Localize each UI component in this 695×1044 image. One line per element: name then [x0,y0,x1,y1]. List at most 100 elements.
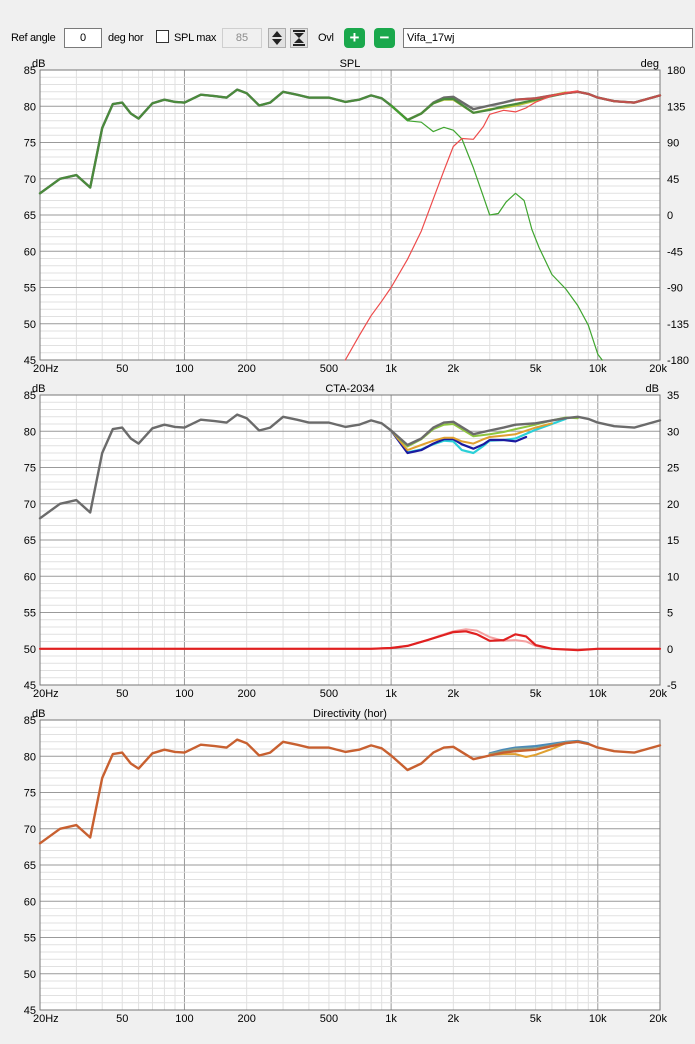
y2-tick-label: 45 [667,174,679,186]
x-tick-label: 100 [175,688,193,700]
driver-name-field[interactable]: Vifa_17wj [403,28,693,48]
x-tick-label: 20Hz [33,688,59,700]
spl-chart-svg: 20Hz 50 100 200 500 1k 2k 5k 10k 20k 45 50 55 60 65 70 7… [24,58,689,375]
y-tick-label: 50 [24,969,36,981]
x-tick-label: 50 [116,363,128,375]
x-tick-label: 10k [589,363,607,375]
x-tick-label: 100 [175,1013,193,1025]
y2-tick-label: 35 [667,390,679,402]
cta-2034-chart: 20Hz 50 100 200 500 1k 2k 5k 10k 20k 45 50 55 60 65 70 7… [0,381,695,705]
y-tick-label: 50 [24,644,36,656]
y-tick-label: 50 [24,319,36,331]
y2-tick-label: 30 [667,426,679,438]
spl-max-input[interactable]: 85 [222,28,262,48]
y-tick-label: 55 [24,283,36,295]
y-tick-label: 45 [24,680,36,692]
y-tick-label: 60 [24,571,36,583]
toolbar: Ref angle 0 deg hor SPL max 85 Ovl + − V… [0,0,695,52]
series-line-2 [38,88,662,195]
x-tick-label: 5k [530,363,542,375]
y2-tick-label: -90 [667,283,683,295]
collapse-arrows-icon [293,30,305,46]
y2-tick-label: -180 [667,355,689,367]
x-tick-label: 10k [589,1013,607,1025]
y-tick-label: 65 [24,535,36,547]
y-tick-label: 60 [24,246,36,258]
y2-tick-label: 0 [667,210,673,222]
x-tick-label: 100 [175,363,193,375]
y-tick-label: 75 [24,138,36,150]
x-tick-label: 5k [530,688,542,700]
directivity-chart-svg: 20Hz 50 100 200 500 1k 2k 5k 10k 20k 45 50 55 60 65 70 7… [24,708,668,1025]
remove-overlay-button[interactable]: − [374,28,395,48]
chart-title: SPL [340,58,361,70]
x-tick-label: 500 [320,688,338,700]
chart-title: CTA-2034 [325,383,374,395]
y-tick-label: 75 [24,463,36,475]
spl-max-spinner[interactable] [268,28,286,48]
y2-tick-label: 0 [667,644,673,656]
add-overlay-button[interactable]: + [344,28,365,48]
y-tick-label: 85 [24,390,36,402]
plot-border [39,719,661,1011]
x-tick-label: 1k [385,688,397,700]
x-tick-label: 2k [448,1013,460,1025]
up-down-arrows-icon [272,31,282,45]
y-axis-label: dB [32,708,45,720]
x-tick-label: 5k [530,1013,542,1025]
spl-chart: 20Hz 50 100 200 500 1k 2k 5k 10k 20k 45 50 55 60 65 70 7… [0,56,695,380]
y2-tick-label: 10 [667,571,679,583]
x-tick-label: 500 [320,1013,338,1025]
y-tick-label: 80 [24,426,36,438]
y-tick-label: 55 [24,608,36,620]
x-tick-label: 10k [589,688,607,700]
x-tick-label: 200 [237,688,255,700]
x-tick-label: 2k [448,688,460,700]
y-tick-label: 70 [24,174,36,186]
y-tick-label: 45 [24,1005,36,1017]
series-line-4 [38,413,662,520]
ref-angle-input[interactable]: 0 [64,28,102,48]
y2-tick-label: -5 [667,680,677,692]
y-tick-label: 85 [24,715,36,727]
x-tick-label: 50 [116,1013,128,1025]
series-line-4 [390,104,603,361]
directivity-chart: 20Hz 50 100 200 500 1k 2k 5k 10k 20k 45 50 55 60 65 70 7… [0,706,695,1030]
plot-border [39,69,661,361]
series-line-3 [514,90,662,104]
y-axis-label: dB [32,58,45,70]
y-tick-label: 80 [24,751,36,763]
y2-tick-label: 20 [667,499,679,511]
ref-angle-label: Ref angle [11,32,56,44]
minus-icon: − [379,28,390,47]
y-tick-label: 85 [24,65,36,77]
reset-range-button[interactable] [290,28,308,48]
x-tick-label: 20Hz [33,1013,59,1025]
y-tick-label: 70 [24,499,36,511]
series-line-6 [38,630,662,652]
spl-max-label: SPL max [174,32,217,44]
y2-tick-label: 135 [667,101,685,113]
series-line-1 [390,429,528,455]
y-axis-label: dB [32,383,45,395]
y-tick-label: 55 [24,933,36,945]
y2-tick-label: 90 [667,138,679,150]
x-tick-label: 20k [649,363,667,375]
spl-max-checkbox[interactable] [156,30,169,43]
y2-tick-label: 5 [667,608,673,620]
x-tick-label: 1k [385,363,397,375]
ovl-label: Ovl [318,32,334,44]
y-tick-label: 65 [24,210,36,222]
y2-tick-label: 25 [667,463,679,475]
y-tick-label: 60 [24,896,36,908]
y2-tick-label: 15 [667,535,679,547]
plot-border [39,394,661,686]
y-tick-label: 80 [24,101,36,113]
y2-tick-label: 180 [667,65,685,77]
series-line-5 [344,90,579,361]
y2-tick-label: -45 [667,246,683,258]
x-tick-label: 1k [385,1013,397,1025]
y-tick-label: 75 [24,788,36,800]
chart-title: Directivity (hor) [313,708,387,720]
y-tick-label: 65 [24,860,36,872]
